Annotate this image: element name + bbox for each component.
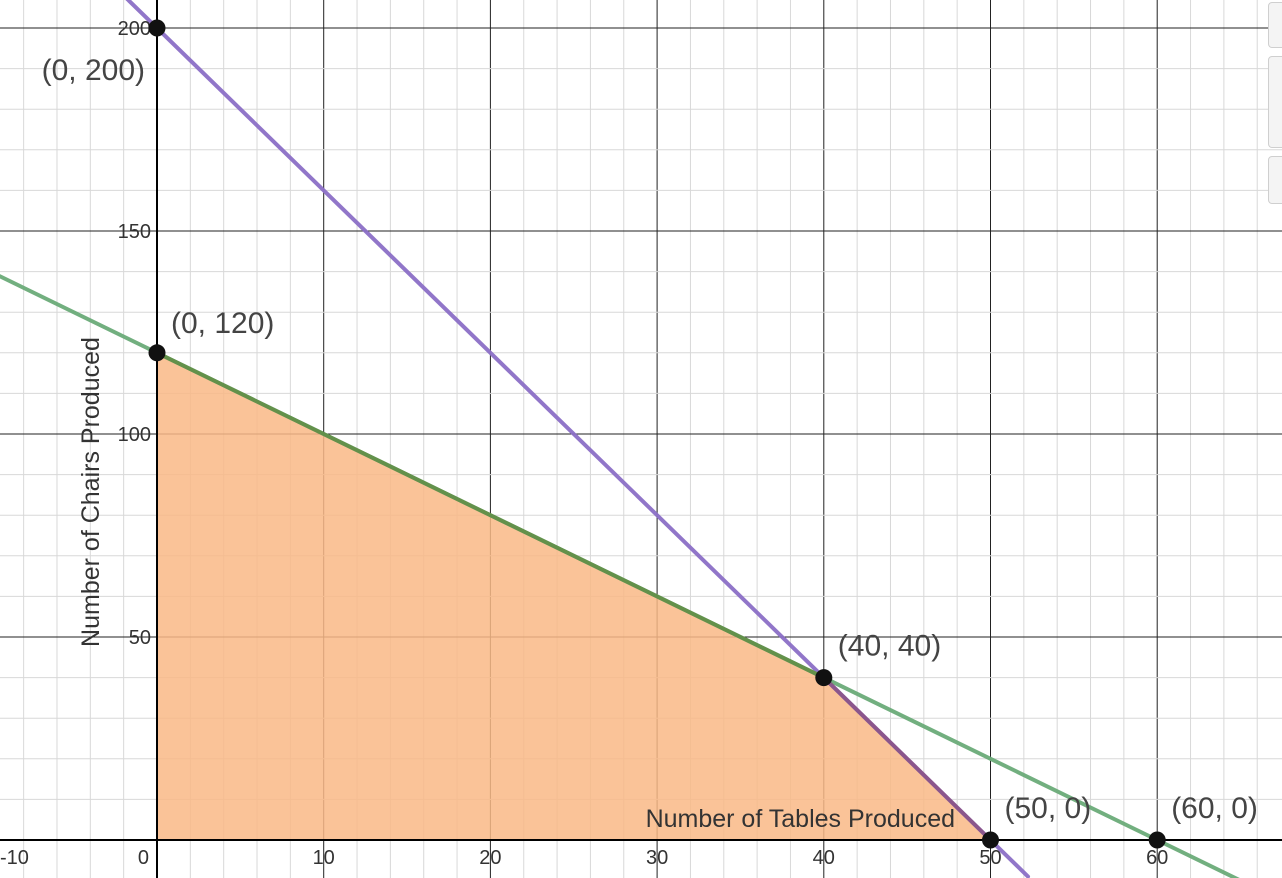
points: (0, 200) (0, 120) (40, 40) (50, 0) (60, 0) [42,19,1258,849]
feasible-boundary-2 [822,676,992,842]
x-tick-label: 30 [646,847,668,869]
point-marker [1148,831,1166,849]
y-axis-title: Number of Chairs Produced [77,337,105,647]
y-tick-label: 150 [118,221,151,243]
x-tick-label: -10 [0,847,29,869]
point-label: (60, 0) [1171,792,1258,825]
x-axis-title: Number of Tables Produced [646,805,955,833]
feasible-region-layer [157,352,991,840]
point-label: (50, 0) [1005,792,1092,825]
zoom-in-button[interactable] [1268,2,1282,48]
point-marker [148,344,166,362]
default-zoom-button[interactable] [1268,156,1282,204]
feasible-boundary-1 [156,351,825,680]
point-label: (0, 200) [42,54,145,87]
x-tick-label: 50 [979,847,1001,869]
y-tick-label: 50 [129,627,151,649]
x-tick-label: 20 [479,847,501,869]
point-marker [148,19,166,37]
point-marker [982,831,999,849]
y-tick-label: 200 [118,18,151,40]
y-tick-label: 100 [118,424,151,446]
point-marker [815,669,833,687]
feasible-region [157,352,991,840]
tick-labels: -10 0 10 20 30 40 50 60 50 100 150 200 [0,18,1168,869]
x-tick-label: 0 [138,847,149,869]
point-label: (40, 40) [838,630,941,663]
zoom-out-button[interactable] [1268,56,1282,148]
x-tick-label: 40 [813,847,835,869]
x-tick-label: 60 [1146,847,1168,869]
point-label: (0, 120) [171,307,274,340]
x-tick-label: 10 [313,847,335,869]
